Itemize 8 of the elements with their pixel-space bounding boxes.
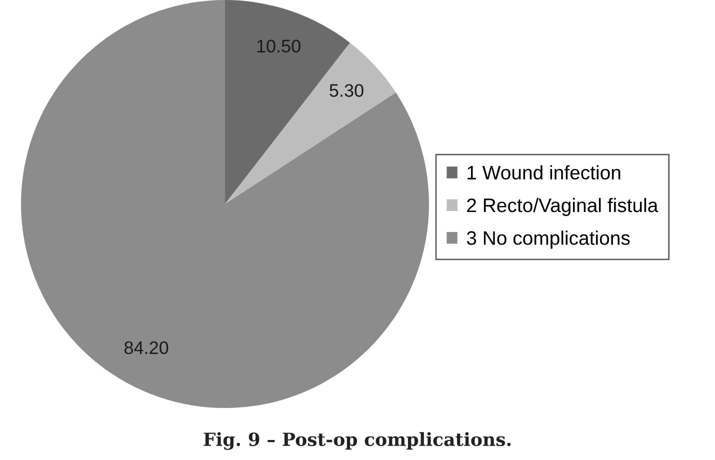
data-label: 10.50 <box>257 40 300 53</box>
caption: Fig. 9 – Post-op complications. <box>204 432 511 450</box>
data-label: 5.30 <box>330 84 364 97</box>
data-label: 84.20 <box>124 341 168 354</box>
legend-label: 2 Recto/Vaginal fistula <box>467 198 658 216</box>
legend-label: 3 No complications <box>466 230 630 249</box>
legend-label: 1 Wound infection <box>468 165 620 180</box>
pie-slice <box>21 0 429 408</box>
